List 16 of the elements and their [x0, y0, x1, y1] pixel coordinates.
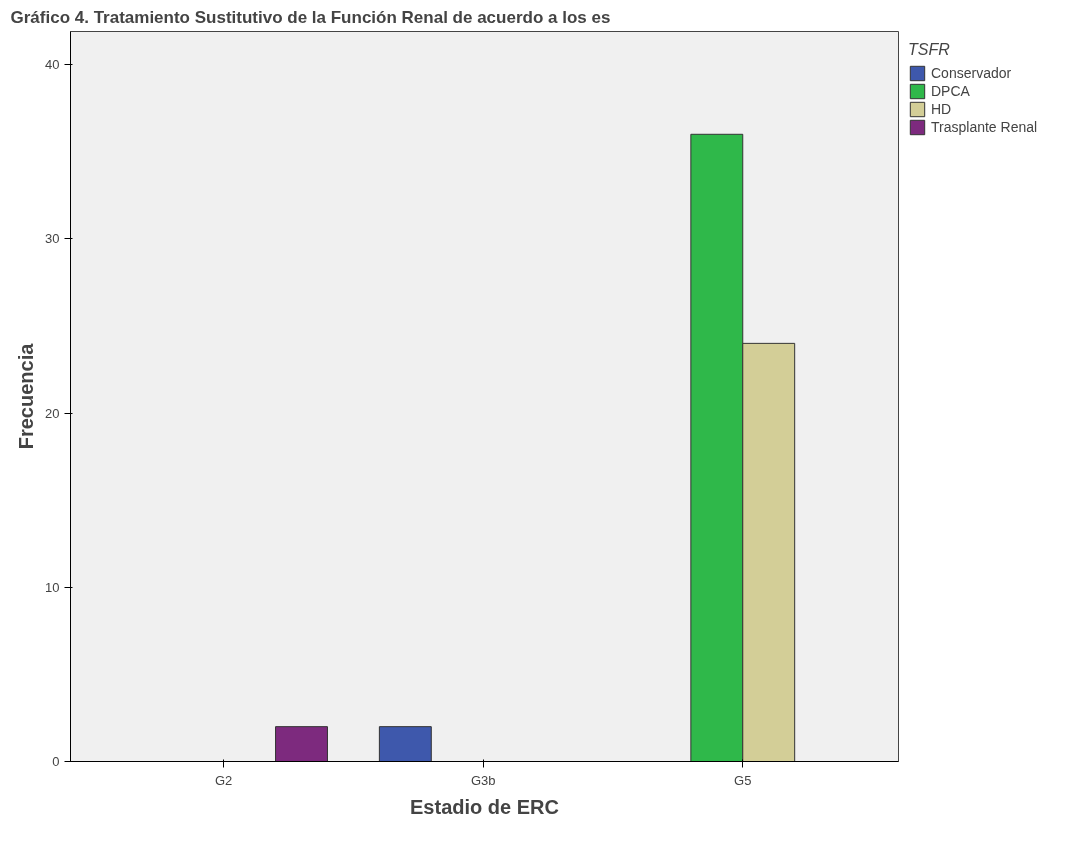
legend-label: Conservador [931, 65, 1012, 81]
x-axis-title: Estadio de ERC [410, 795, 559, 818]
chart-title: Gráfico 4. Tratamiento Sustitutivo de la Función Renal de acuerdo a los es [10, 7, 611, 27]
y-tick-label: 40 [45, 57, 60, 73]
legend-label: HD [931, 101, 952, 117]
y-tick-label: 30 [45, 231, 60, 247]
legend-title: TSFR [908, 41, 951, 59]
y-axis-title: Frecuencia [15, 342, 38, 450]
y-tick-label: 20 [45, 405, 60, 421]
y-tick-label: 10 [45, 579, 60, 595]
y-tick-label: 0 [52, 754, 60, 769]
x-tick-label: G2 [214, 772, 233, 788]
x-tick-label: G3b [470, 772, 496, 788]
legend-label: DPCA [931, 83, 970, 99]
x-tick-label: G5 [734, 772, 752, 788]
legend-label: Trasplante Renal [931, 119, 1038, 135]
